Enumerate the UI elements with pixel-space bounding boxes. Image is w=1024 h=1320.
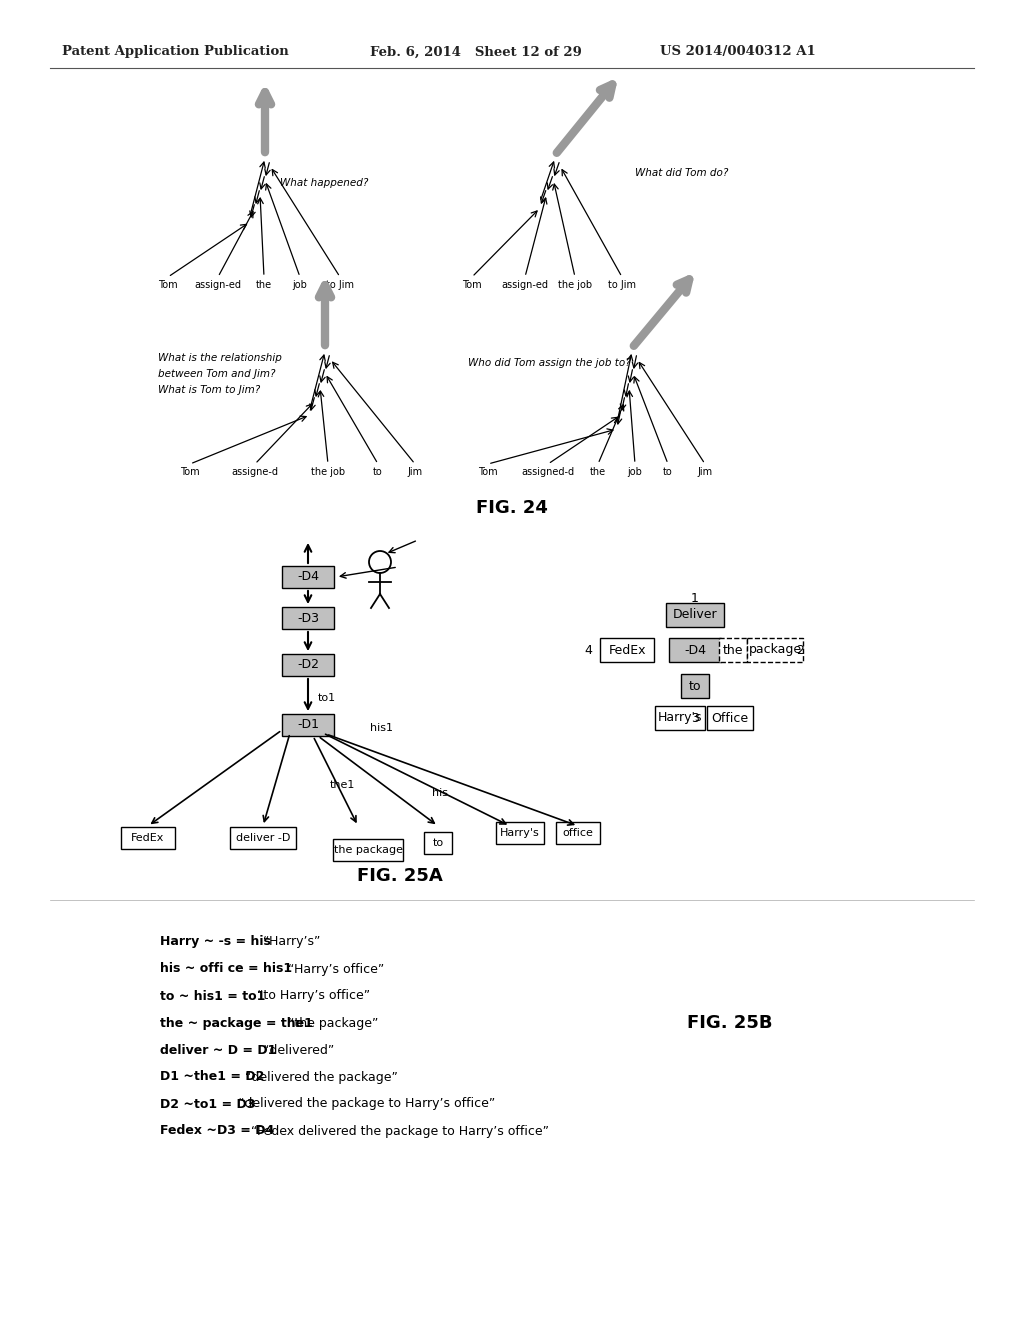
Text: to: to [373,467,383,477]
Text: FIG. 25B: FIG. 25B [687,1014,773,1032]
Text: to ~ his1 = to1: to ~ his1 = to1 [160,990,265,1002]
Text: -D2: -D2 [297,659,319,672]
FancyBboxPatch shape [669,638,721,663]
Text: Feb. 6, 2014   Sheet 12 of 29: Feb. 6, 2014 Sheet 12 of 29 [370,45,582,58]
Text: deliver -D: deliver -D [236,833,290,843]
Text: the: the [723,644,743,656]
Text: “the package”: “the package” [284,1016,379,1030]
Text: “Fedex delivered the package to Harry’s office”: “Fedex delivered the package to Harry’s … [247,1125,549,1138]
Text: between Tom and Jim?: between Tom and Jim? [158,370,275,379]
FancyBboxPatch shape [282,607,334,630]
FancyBboxPatch shape [655,706,705,730]
Text: Tom: Tom [158,280,178,290]
Text: to Jim: to Jim [608,280,636,290]
Text: the: the [256,280,272,290]
Text: office: office [562,828,594,838]
Text: What is the relationship: What is the relationship [158,352,282,363]
Text: What happened?: What happened? [280,178,369,187]
Text: job: job [628,467,642,477]
Text: Tom: Tom [462,280,482,290]
Text: Harry's: Harry's [500,828,540,838]
Text: 4: 4 [584,644,592,656]
Text: What did Tom do?: What did Tom do? [635,168,728,178]
Text: Harry's: Harry's [657,711,702,725]
Text: deliver ~ D = D1: deliver ~ D = D1 [160,1044,276,1056]
Text: “delivered the package”: “delivered the package” [241,1071,397,1084]
FancyBboxPatch shape [746,638,803,663]
Text: “Harry’s office”: “Harry’s office” [284,962,384,975]
Text: to1: to1 [318,693,336,704]
Text: the ~ package = the1: the ~ package = the1 [160,1016,313,1030]
FancyBboxPatch shape [282,566,334,587]
Text: his: his [432,788,449,799]
Text: Jim: Jim [408,467,423,477]
Text: 3: 3 [691,711,699,725]
Text: Fedex ~D3 = D4: Fedex ~D3 = D4 [160,1125,274,1138]
Text: -D4: -D4 [684,644,706,656]
Text: his1: his1 [370,723,393,733]
Text: to Jim: to Jim [326,280,354,290]
Text: Tom: Tom [478,467,498,477]
FancyBboxPatch shape [282,714,334,737]
FancyBboxPatch shape [496,822,544,843]
Text: FIG. 25A: FIG. 25A [357,867,442,884]
Text: the job: the job [558,280,592,290]
Text: Office: Office [712,711,749,725]
Text: -D3: -D3 [297,611,319,624]
Text: to: to [664,467,673,477]
Text: to: to [432,838,443,847]
Text: Jim: Jim [697,467,713,477]
Text: Tom: Tom [180,467,200,477]
FancyBboxPatch shape [707,706,753,730]
Text: Who did Tom assign the job to?: Who did Tom assign the job to? [468,358,631,368]
FancyBboxPatch shape [681,675,709,698]
Text: FIG. 24: FIG. 24 [476,499,548,517]
Text: 1: 1 [691,591,699,605]
Text: his ~ offi ce = his1: his ~ offi ce = his1 [160,962,292,975]
FancyBboxPatch shape [666,603,724,627]
Text: assign-ed: assign-ed [195,280,242,290]
Text: Patent Application Publication: Patent Application Publication [62,45,289,58]
Text: to: to [689,680,701,693]
Text: the: the [590,467,606,477]
Text: “to Harry’s office”: “to Harry’s office” [253,990,370,1002]
Text: “delivered”: “delivered” [259,1044,335,1056]
FancyBboxPatch shape [121,828,175,849]
Text: FedEx: FedEx [131,833,165,843]
FancyBboxPatch shape [333,840,403,861]
Text: Deliver: Deliver [673,609,718,622]
FancyBboxPatch shape [282,653,334,676]
Text: package: package [749,644,802,656]
FancyBboxPatch shape [230,828,296,849]
FancyBboxPatch shape [556,822,600,843]
FancyBboxPatch shape [719,638,746,663]
Text: assigne-d: assigne-d [231,467,279,477]
FancyBboxPatch shape [424,832,452,854]
Text: US 2014/0040312 A1: US 2014/0040312 A1 [660,45,816,58]
Text: FedEx: FedEx [608,644,646,656]
Text: Harry ~ -s = his: Harry ~ -s = his [160,936,271,949]
Text: -D1: -D1 [297,718,319,731]
Text: What is Tom to Jim?: What is Tom to Jim? [158,385,260,395]
Text: 2: 2 [796,644,804,656]
Text: assigned-d: assigned-d [521,467,574,477]
Text: assign-ed: assign-ed [502,280,549,290]
Text: job: job [293,280,307,290]
Text: “Harry’s”: “Harry’s” [259,936,321,949]
Text: the package: the package [334,845,402,855]
Text: D1 ~the1 = D2: D1 ~the1 = D2 [160,1071,264,1084]
Text: D2 ~to1 = D3: D2 ~to1 = D3 [160,1097,255,1110]
Text: the job: the job [311,467,345,477]
FancyBboxPatch shape [600,638,654,663]
Text: “delivered the package to Harry’s office”: “delivered the package to Harry’s office… [234,1097,496,1110]
Text: -D4: -D4 [297,570,319,583]
Text: the1: the1 [330,780,355,789]
